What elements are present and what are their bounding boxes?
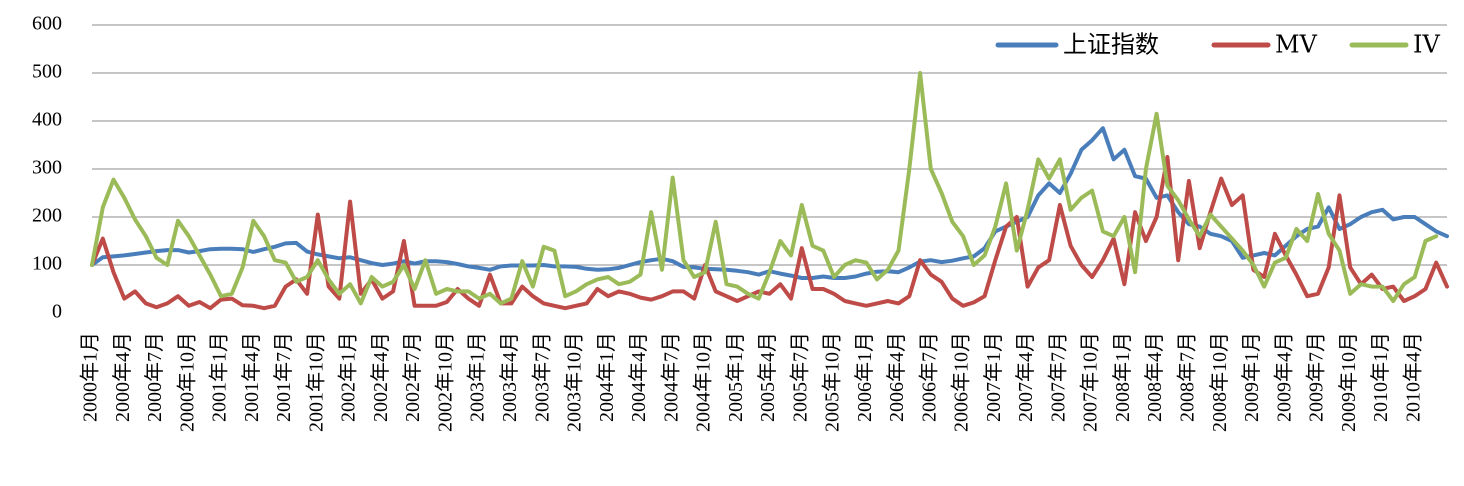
y-tick-label: 600 xyxy=(32,13,62,35)
legend: 上证指数 MV IV xyxy=(995,31,1440,59)
x-tick-label: 2005年7月 xyxy=(788,332,811,422)
x-tick-label: 2006年4月 xyxy=(885,332,908,422)
x-tick-label: 2001年10月 xyxy=(304,332,327,432)
x-tick-label: 2000年10月 xyxy=(175,332,198,432)
y-tick-label: 500 xyxy=(32,61,62,83)
x-tick-label: 2004年10月 xyxy=(692,332,715,432)
x-tick-label: 2002年1月 xyxy=(337,332,360,422)
y-tick-label: 400 xyxy=(32,109,62,131)
x-tick-label: 2008年1月 xyxy=(1111,332,1134,422)
x-tick-label: 2007年10月 xyxy=(1079,332,1102,432)
x-tick-label: 2004年4月 xyxy=(627,332,650,422)
x-tick-label: 2000年1月 xyxy=(79,332,102,422)
series-line-1 xyxy=(90,155,1449,311)
x-tick-label: 2002年7月 xyxy=(401,332,424,422)
x-tick-label: 2003年10月 xyxy=(563,332,586,432)
legend-label: MV xyxy=(1275,31,1318,59)
x-tick-label: 2009年7月 xyxy=(1305,332,1328,422)
x-tick-label: 2001年4月 xyxy=(240,332,263,422)
x-tick-label: 2005年4月 xyxy=(756,332,779,422)
x-tick-label: 2001年1月 xyxy=(208,332,231,422)
x-axis-tick-labels: 2000年1月 2000年4月 2000年7月 2000年10月 2001年1月 2001… xyxy=(79,332,1425,432)
legend-label: 上证指数 xyxy=(1063,31,1159,59)
x-tick-label: 2001年7月 xyxy=(272,332,295,422)
grid-lines xyxy=(92,24,1447,266)
x-tick-label: 2008年10月 xyxy=(1208,332,1231,432)
x-tick-label: 2000年7月 xyxy=(143,332,166,422)
y-tick-label: 300 xyxy=(32,157,62,179)
x-tick-label: 2007年7月 xyxy=(1046,332,1069,422)
x-tick-label: 2009年1月 xyxy=(1240,332,1263,422)
x-tick-label: 2006年7月 xyxy=(917,332,940,422)
x-tick-label: 2010年1月 xyxy=(1369,332,1392,422)
x-tick-label: 2005年10月 xyxy=(821,332,844,432)
x-tick-label: 2005年1月 xyxy=(724,332,747,422)
x-tick-label: 2009年10月 xyxy=(1337,332,1360,432)
series-line-2 xyxy=(90,71,1439,306)
x-tick-label: 2007年4月 xyxy=(1014,332,1037,422)
x-tick-label: 2003年4月 xyxy=(498,332,521,422)
x-tick-label: 2000年4月 xyxy=(111,332,134,422)
series-lines xyxy=(90,71,1449,311)
x-tick-label: 2006年1月 xyxy=(853,332,876,422)
x-tick-label: 2004年1月 xyxy=(595,332,618,422)
x-tick-label: 2004年7月 xyxy=(659,332,682,422)
x-tick-label: 2002年4月 xyxy=(369,332,392,422)
x-tick-label: 2008年7月 xyxy=(1175,332,1198,422)
x-tick-label: 2006年10月 xyxy=(950,332,973,432)
y-tick-label: 100 xyxy=(32,253,62,275)
legend-label: IV xyxy=(1413,31,1440,59)
y-tick-label: 0 xyxy=(52,301,62,323)
x-tick-label: 2010年4月 xyxy=(1401,332,1424,422)
x-tick-label: 2007年1月 xyxy=(982,332,1005,422)
x-tick-label: 2003年7月 xyxy=(530,332,553,422)
x-tick-label: 2008年4月 xyxy=(1143,332,1166,422)
y-tick-label: 200 xyxy=(32,205,62,227)
x-tick-label: 2002年10月 xyxy=(433,332,456,432)
x-tick-label: 2003年1月 xyxy=(466,332,489,422)
x-tick-label: 2009年4月 xyxy=(1272,332,1295,422)
y-axis-tick-labels: 0 100 200 300 400 500 600 xyxy=(32,13,62,323)
